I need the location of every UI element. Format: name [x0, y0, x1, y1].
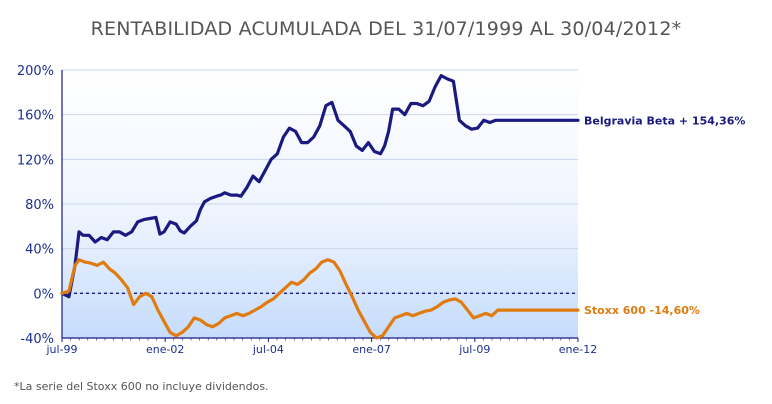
series-label-belgravia: Belgravia Beta + 154,36%: [584, 114, 745, 127]
x-tick-label: jul-99: [45, 343, 77, 356]
series-line-stoxx: [60, 258, 580, 340]
x-tick-label: ene-07: [352, 343, 390, 356]
x-tick-label: jul-09: [458, 343, 490, 356]
y-tick-label: 40%: [25, 243, 54, 258]
y-tick-label: 120%: [17, 153, 54, 168]
y-tick-label: -40%: [20, 332, 54, 347]
y-tick-label: 160%: [17, 109, 54, 124]
y-tick-label: 200%: [17, 64, 54, 79]
y-tick-label: 80%: [25, 198, 54, 213]
y-tick-label: 0%: [33, 287, 54, 302]
footnote: *La serie del Stoxx 600 no incluye divid…: [14, 380, 269, 393]
chart-title: RENTABILIDAD ACUMULADA DEL 31/07/1999 AL…: [90, 18, 682, 40]
series-line-belgravia: [60, 74, 580, 299]
x-tick-label: ene-02: [146, 343, 184, 356]
series-label-stoxx: Stoxx 600 -14,60%: [584, 304, 700, 317]
x-tick-label: jul-04: [252, 343, 284, 356]
x-tick-label: ene-12: [559, 343, 597, 356]
